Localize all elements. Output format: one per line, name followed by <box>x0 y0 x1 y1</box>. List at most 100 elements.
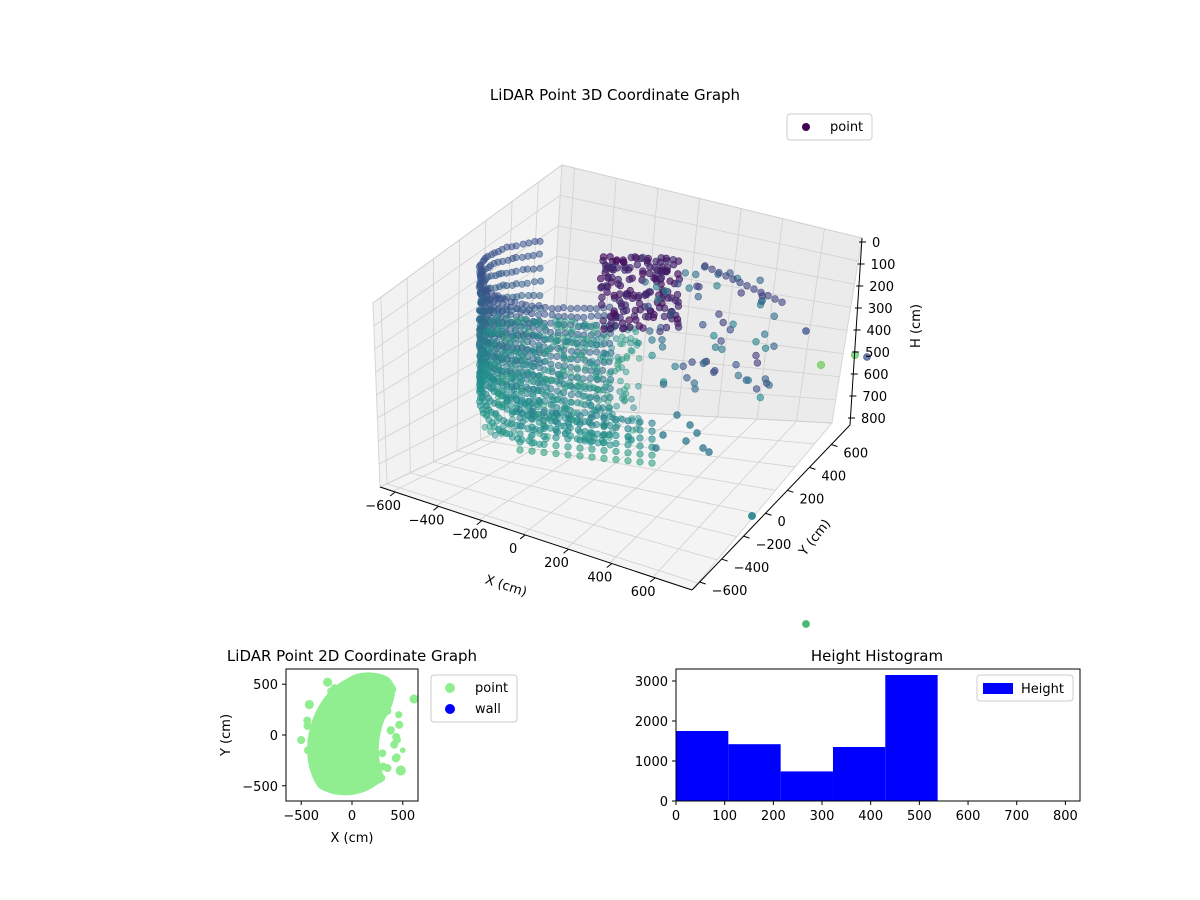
point-3d <box>520 356 528 364</box>
z-tick-label-3d: 100 <box>871 258 896 273</box>
x-tick-3d <box>433 505 439 511</box>
point-3d <box>592 321 600 329</box>
point-3d <box>509 362 516 370</box>
point-3d <box>645 288 653 296</box>
point-3d <box>743 282 751 290</box>
point-3d <box>576 380 584 387</box>
chart-3d: LiDAR Point 3D Coordinate Graph −600 −400… <box>365 86 924 628</box>
point-3d <box>518 376 525 384</box>
grid-line <box>410 472 718 561</box>
x-tick-label-histogram: 100 <box>712 809 737 824</box>
point-3d <box>576 436 584 444</box>
point-3d <box>573 304 581 312</box>
point-3d <box>737 289 745 297</box>
point-3d <box>656 258 664 266</box>
point-3d <box>508 433 516 441</box>
scatter-2d-point <box>383 700 392 709</box>
point-3d <box>613 264 622 272</box>
point-3d <box>552 410 560 418</box>
point-3d <box>528 339 536 347</box>
point-3d <box>619 258 628 266</box>
point-3d <box>635 355 643 362</box>
point-3d <box>522 301 530 309</box>
point-3d <box>588 429 596 437</box>
point-3d <box>619 340 626 348</box>
y-tick-3d <box>721 558 728 562</box>
z-axis-line <box>849 237 863 426</box>
histogram-title: Height Histogram <box>811 647 943 665</box>
point-3d <box>616 388 624 395</box>
ticks-histogram: 0 100 200 300 400 500 600 700 800 0 1000 2000 3000 <box>635 675 1078 824</box>
point-3d <box>657 323 665 332</box>
point-3d <box>610 291 618 300</box>
point-3d <box>548 365 556 373</box>
z-tick-label-3d: 200 <box>869 280 894 295</box>
point-3d <box>503 314 511 322</box>
point-3d <box>560 352 567 360</box>
point-3d <box>618 333 626 341</box>
grid-line <box>480 439 776 491</box>
point-3d <box>648 435 656 443</box>
legend-2d-wall-label: wall <box>475 702 501 717</box>
point-3d <box>512 327 520 335</box>
z-tick-label-3d: 400 <box>867 324 892 339</box>
point-3d <box>594 312 602 320</box>
point-3d <box>592 348 600 356</box>
point-3d <box>567 305 575 313</box>
point-3d <box>563 405 570 412</box>
point-3d <box>688 358 696 366</box>
point-3d <box>732 361 740 369</box>
point-3d <box>552 426 560 434</box>
point-3d <box>544 367 552 375</box>
x-tick-label-histogram: 800 <box>1053 809 1078 824</box>
scatter-2d-point <box>365 689 374 698</box>
scatter-2d-point <box>350 684 359 693</box>
chart-3d-title: LiDAR Point 3D Coordinate Graph <box>490 86 740 104</box>
point-3d <box>501 296 509 304</box>
point-3d <box>553 323 560 331</box>
point-3d <box>525 239 533 247</box>
point-3d <box>537 277 545 285</box>
scatter-2d-point <box>349 775 358 784</box>
point-3d <box>535 302 543 310</box>
point-3d <box>566 355 574 363</box>
point-3d <box>526 361 534 369</box>
point-3d <box>729 275 737 283</box>
point-3d <box>540 331 547 339</box>
point-3d <box>664 294 672 302</box>
point-3d <box>624 457 632 465</box>
point-3d <box>663 267 671 275</box>
point-3d <box>661 287 670 295</box>
point-3d <box>630 404 637 412</box>
z-tick-label-3d: 800 <box>861 412 886 427</box>
legend-histogram: Height <box>976 674 1074 702</box>
point-3d <box>498 322 506 330</box>
point-3d <box>494 393 502 401</box>
point-3d <box>659 431 667 439</box>
point-3d <box>516 430 524 438</box>
point-3d <box>536 292 544 300</box>
point-3d <box>599 316 607 325</box>
z-tick-label-3d: 500 <box>865 346 890 361</box>
point-3d <box>632 337 639 345</box>
point-3d <box>552 418 560 426</box>
point-3d <box>549 376 557 384</box>
point-3d <box>569 326 577 334</box>
point-3d <box>648 427 656 435</box>
chart-histogram: Height Histogram 0 100 200 300 400 500 600 700 8… <box>635 647 1081 824</box>
x-tick-label-3d: 0 <box>509 542 517 557</box>
point-3d <box>520 315 528 323</box>
point-3d <box>626 286 634 295</box>
point-3d <box>500 349 507 357</box>
point-3d <box>588 421 596 429</box>
y-tick-label-2d: 500 <box>253 678 278 693</box>
point-3d <box>622 368 630 376</box>
x-tick-label-3d: −200 <box>452 528 488 543</box>
point-3d <box>753 359 762 367</box>
point-3d <box>627 347 635 354</box>
point-3d <box>498 428 506 436</box>
point-3d <box>559 304 567 312</box>
point-3d <box>654 295 662 304</box>
point-3d <box>674 280 682 288</box>
point-3d <box>557 390 564 398</box>
